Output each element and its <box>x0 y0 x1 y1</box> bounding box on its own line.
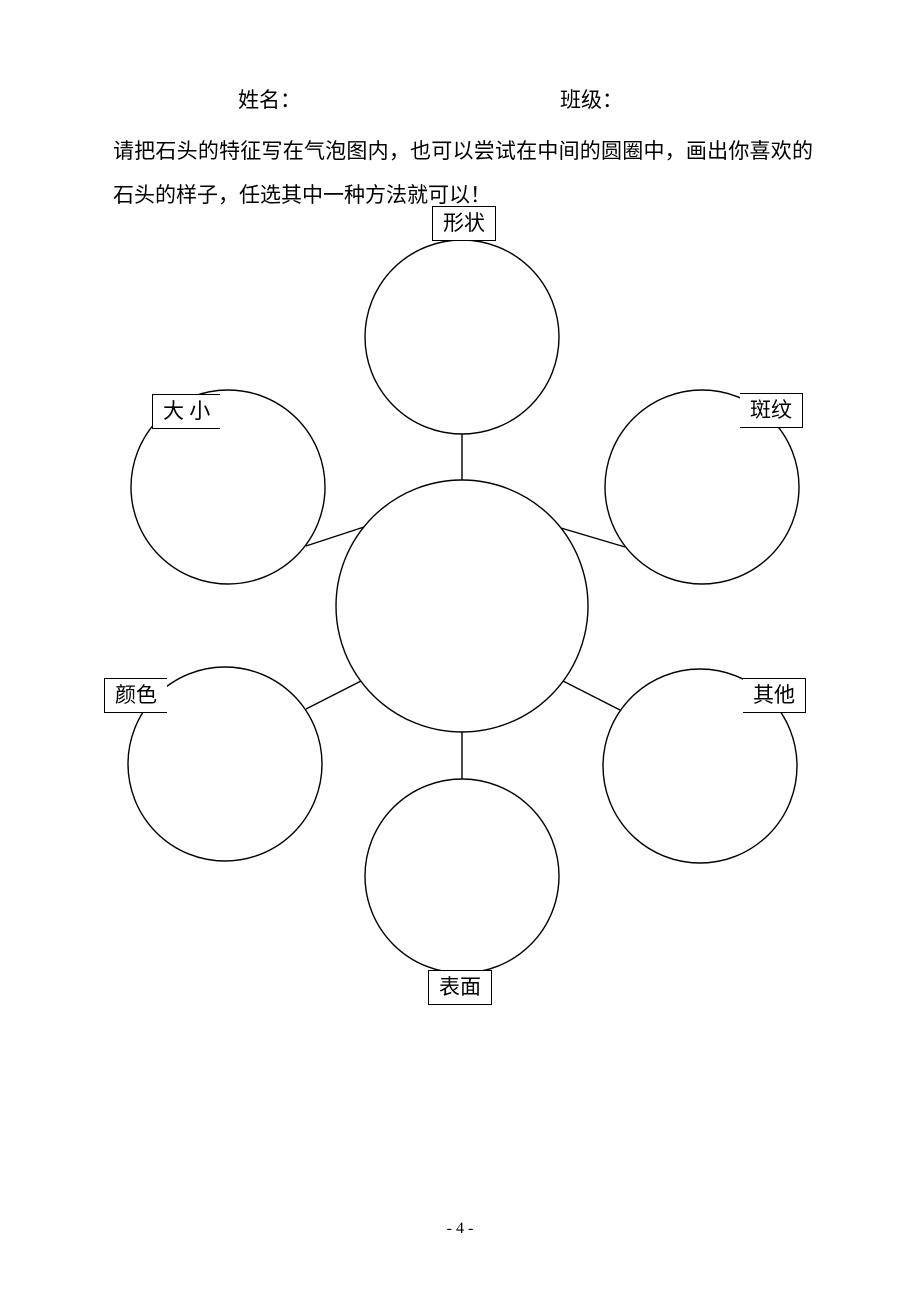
bubble-diagram: 形状斑纹其他表面颜色大 小 <box>0 212 920 1082</box>
bubble-label-color: 颜色 <box>104 678 167 713</box>
class-field-label: 班级： <box>560 84 623 114</box>
bubble-label-pattern: 斑纹 <box>740 393 803 428</box>
page-number: - 4 - <box>0 1220 920 1238</box>
bubble-label-shape: 形状 <box>432 206 496 241</box>
instruction-text: 请把石头的特征写在气泡图内，也可以尝试在中间的圆圈中，画出你喜欢的石头的样子，任… <box>113 129 813 217</box>
bubble-label-other: 其他 <box>743 678 806 713</box>
bubble-label-surface: 表面 <box>428 970 492 1005</box>
name-field-label: 姓名： <box>238 84 301 114</box>
bubble-svg <box>0 212 920 1082</box>
bubble-label-size: 大 小 <box>152 394 220 429</box>
